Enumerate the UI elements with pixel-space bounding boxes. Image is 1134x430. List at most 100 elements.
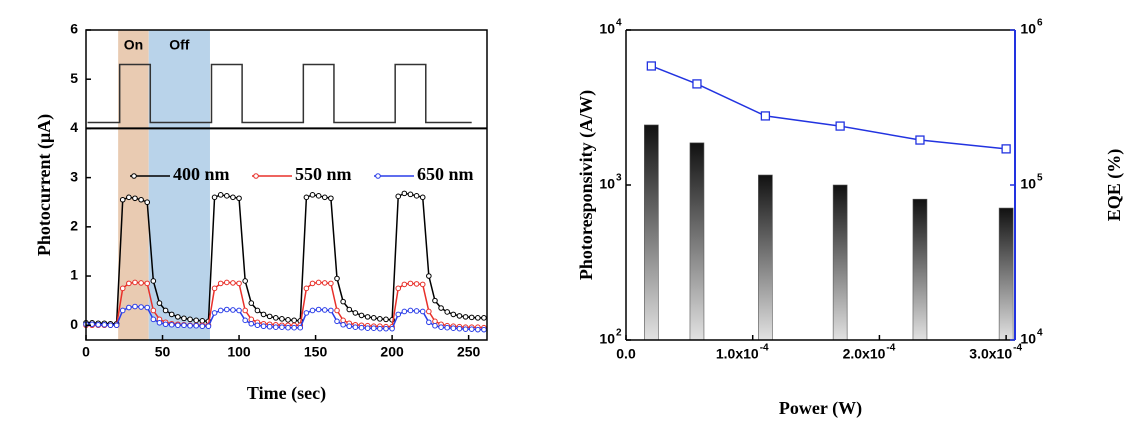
x-tick-label: 100 <box>227 344 251 360</box>
series-marker <box>346 306 353 313</box>
series-marker <box>462 314 469 320</box>
series-marker <box>224 306 230 313</box>
y-tick-label-exponent: 2 <box>616 328 622 339</box>
series-marker <box>468 326 475 332</box>
series-marker <box>248 320 255 327</box>
legend-marker <box>131 173 137 179</box>
series-marker <box>260 311 267 318</box>
series-marker <box>389 325 395 332</box>
y-tick-label-exponent: 3 <box>616 173 622 184</box>
series-marker <box>260 323 267 330</box>
series-marker <box>266 313 273 320</box>
series-marker <box>340 317 346 324</box>
series-marker <box>291 317 297 324</box>
series-marker <box>450 325 457 331</box>
series-marker <box>383 316 389 323</box>
series-marker <box>364 314 371 320</box>
series-marker <box>224 193 230 199</box>
series-marker <box>377 316 383 322</box>
series-marker <box>450 311 457 318</box>
series-marker <box>211 194 218 201</box>
series-marker <box>315 306 322 313</box>
y-tick-label: 0 <box>70 316 78 332</box>
legend-label: 400 nm <box>173 164 230 184</box>
series-marker <box>119 285 126 292</box>
series-marker <box>126 194 132 201</box>
series-marker <box>156 300 163 306</box>
series-marker <box>346 323 353 330</box>
series-marker <box>419 281 426 288</box>
eqe-marker <box>1001 144 1011 154</box>
plot-frame <box>85 29 488 341</box>
series-marker <box>407 280 414 287</box>
series-marker <box>144 280 151 287</box>
series-marker <box>321 307 328 313</box>
series-marker <box>370 325 377 331</box>
series-marker <box>187 322 193 329</box>
series-marker <box>236 280 242 287</box>
y-tick-label: 10 <box>599 176 615 192</box>
y-tick-label: 1 <box>70 267 78 283</box>
series-marker <box>150 316 157 323</box>
series-marker <box>309 280 316 287</box>
series-marker <box>242 307 248 314</box>
series-marker <box>395 311 402 318</box>
series-marker <box>297 324 304 331</box>
series-marker <box>132 195 138 202</box>
series-marker <box>193 322 199 329</box>
series-marker <box>377 325 383 332</box>
eqe-line <box>651 65 1007 150</box>
y2-tick-label: 10 <box>1020 176 1036 192</box>
series-marker <box>175 322 181 329</box>
series-marker <box>426 308 432 315</box>
series-marker <box>321 194 328 201</box>
series-marker <box>303 310 310 316</box>
legend-label: 650 nm <box>417 164 474 184</box>
series-marker <box>150 307 157 314</box>
series-marker <box>181 322 187 329</box>
series-marker <box>193 317 199 324</box>
series-marker <box>419 308 426 315</box>
series-marker <box>328 280 334 287</box>
legend-marker <box>375 173 381 179</box>
shaded-span <box>148 30 210 340</box>
series-marker <box>407 307 414 314</box>
light-square-wave <box>87 63 472 124</box>
series-marker <box>254 307 261 314</box>
series-marker <box>475 326 481 333</box>
series-marker <box>444 309 451 315</box>
x-tick-label-exponent: -4 <box>760 343 769 354</box>
series-marker <box>285 317 291 323</box>
series-marker <box>132 279 138 286</box>
y2-tick-label-exponent: 4 <box>1037 328 1043 339</box>
series-marker <box>175 314 181 320</box>
x-tick-label: 0 <box>82 344 90 360</box>
span-label: Off <box>169 37 190 53</box>
eqe-marker <box>835 121 845 131</box>
series-marker <box>162 321 169 328</box>
x-tick-label-exponent: -4 <box>1013 343 1022 354</box>
series-marker <box>248 316 255 323</box>
series-marker <box>168 321 175 328</box>
series-marker <box>419 194 426 201</box>
series-marker <box>475 315 481 321</box>
series-marker <box>432 318 438 325</box>
series-marker <box>358 324 365 331</box>
series-marker <box>107 322 114 329</box>
y-tick-label: 5 <box>70 70 78 86</box>
series-marker <box>401 190 408 197</box>
series-marker <box>144 304 151 311</box>
y2-tick-label: 10 <box>1020 21 1036 37</box>
series-marker <box>168 311 175 318</box>
series-marker <box>126 304 132 311</box>
series-marker <box>224 279 230 286</box>
series-marker <box>395 193 402 200</box>
x-tick-label: 50 <box>155 344 171 360</box>
series-marker <box>383 325 389 332</box>
series-marker <box>272 324 279 331</box>
bar <box>832 184 848 341</box>
y-axis-label: Photoresponsivity (A/W) <box>576 90 597 280</box>
series-marker <box>328 195 334 202</box>
series-marker <box>150 278 157 284</box>
x-tick-label: 150 <box>304 344 328 360</box>
